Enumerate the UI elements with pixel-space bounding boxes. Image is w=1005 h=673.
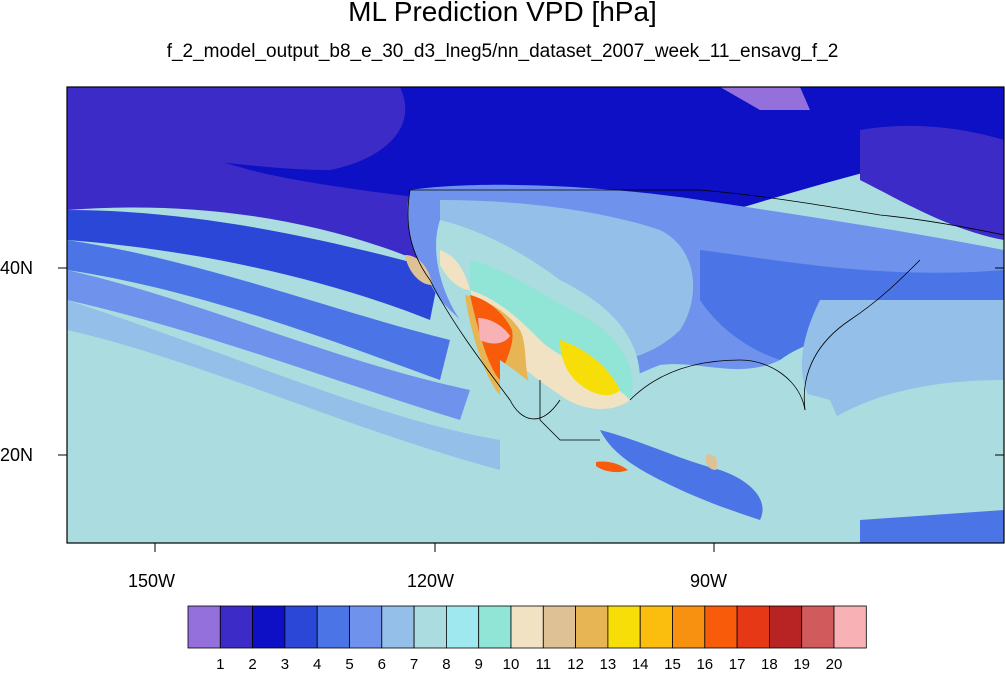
colorbar-tick-label: 14: [631, 656, 649, 673]
colorbar-tick-label: 20: [825, 656, 843, 673]
colorbar-swatch: [769, 605, 803, 649]
colorbar-tick-label: 18: [761, 656, 778, 673]
colorbar-swatch: [704, 605, 738, 649]
colorbar-tick-label: 15: [664, 656, 681, 673]
coastlines: [407, 189, 1004, 441]
colorbar-tick-label: 19: [793, 656, 811, 673]
colorbar-swatch: [510, 605, 544, 649]
colorbar-tick-label: 17: [728, 656, 746, 673]
colorbar-tick-label: 11: [535, 656, 552, 673]
colorbar-tick-label: 12: [567, 656, 584, 673]
lat-label-20n: 20N: [0, 445, 34, 465]
axis-ticks: [58, 267, 1004, 552]
colorbar-swatch: [607, 605, 641, 649]
colorbar-tick-label: 3: [280, 656, 290, 673]
colorbar-swatch: [801, 605, 835, 649]
colorbar-swatch: [284, 605, 318, 649]
lon-label-150w: 150W: [128, 571, 176, 591]
map-subtitle: f_2_model_output_b8_e_30_d3_lneg5/nn_dat…: [166, 41, 839, 62]
colorbar-swatch: [413, 605, 447, 649]
colorbar-swatch: [542, 605, 576, 649]
colorbar-tick-label: 5: [345, 656, 354, 673]
colorbar-swatch: [478, 605, 512, 649]
colorbar-tick-label: 9: [474, 656, 483, 673]
colorbar-tick-label: 10: [502, 656, 520, 673]
colorbar-tick-label: 2: [248, 656, 257, 673]
colorbar-swatch: [349, 605, 383, 649]
colorbar-swatch: [316, 605, 350, 649]
colorbar-tick-label: 8: [442, 656, 451, 673]
colorbar-swatch: [381, 605, 415, 649]
colorbar-swatch: [187, 605, 221, 649]
colorbar-swatch: [736, 605, 770, 649]
colorbar-swatch: [252, 605, 286, 649]
colorbar-tick-label: 4: [313, 656, 322, 673]
lon-label-120w: 120W: [407, 571, 455, 591]
colorbar-tick-label: 16: [696, 656, 714, 673]
colorbar-swatch: [639, 605, 673, 649]
colorbar-swatch: [833, 605, 867, 649]
colorbar-tick-label: 1: [216, 656, 225, 673]
lon-label-90w: 90W: [690, 571, 728, 591]
map-title: ML Prediction VPD [hPa]: [348, 0, 657, 27]
map-frame: [66, 86, 1005, 544]
colorbar-tick-label: 6: [377, 656, 386, 673]
colorbar-swatch: [672, 605, 706, 649]
colorbar-swatch: [575, 605, 609, 649]
lat-label-40n: 40N: [0, 258, 34, 278]
colorbar-swatch: [445, 605, 480, 649]
colorbar-tick-label: 7: [409, 656, 419, 673]
colorbar-tick-label: 13: [599, 656, 617, 673]
colorbar: [187, 605, 867, 649]
vpd-field: [67, 87, 1004, 543]
colorbar-swatch: [219, 605, 254, 649]
